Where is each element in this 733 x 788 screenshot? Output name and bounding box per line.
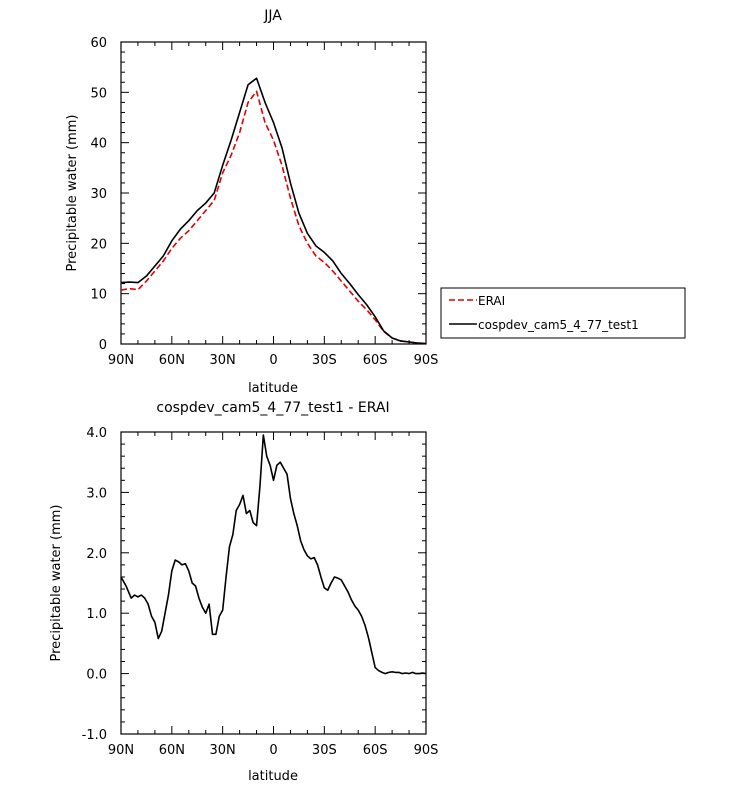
bottom-y-tick-label: 1.0 — [86, 607, 107, 622]
top-y-tick-label: 0 — [99, 338, 107, 353]
bottom-x-tick-label: 60N — [159, 743, 185, 758]
top-x-tick-label: 60S — [363, 353, 388, 368]
bottom-y-tick-label: 4.0 — [86, 426, 107, 441]
top-series-line-cospdev-cam5-4-77-test1 — [120, 77, 427, 345]
bottom-axis-ticks: 90N 60N 30N 0 30S 60S 90S -1.0 0.0 1.0 2.0 3.0 4.0 — [82, 426, 439, 758]
bottom-x-tick-label: 90N — [108, 743, 134, 758]
legend: ERAI cospdev_cam5_4_77_test1 — [440, 287, 686, 339]
top-x-tick-label: 0 — [269, 353, 277, 368]
top-series-line-erai — [120, 90, 427, 345]
top-y-tick-label: 20 — [90, 237, 107, 252]
bottom-x-axis-label: latitude — [248, 769, 298, 784]
top-y-tick-label: 10 — [90, 288, 107, 303]
legend-label-model: cospdev_cam5_4_77_test1 — [478, 318, 639, 332]
bottom-y-axis-label: Precipitable water (mm) — [49, 505, 64, 662]
top-y-tick-label: 60 — [90, 36, 107, 51]
top-x-tick-label: 90N — [108, 353, 134, 368]
top-y-tick-label: 40 — [90, 137, 107, 152]
top-x-tick-label: 30N — [210, 353, 236, 368]
bottom-x-tick-label: 0 — [269, 743, 277, 758]
panel-bottom: cospdev_cam5_4_77_test1 - ERAI 90N 60N 30N… — [49, 400, 438, 784]
top-y-tick-label: 30 — [90, 187, 107, 202]
bottom-y-tick-label: 2.0 — [86, 547, 107, 562]
bottom-y-tick-label: 3.0 — [86, 486, 107, 501]
bottom-x-tick-label: 30N — [210, 743, 236, 758]
top-axis-ticks: 90N 60N 30N 0 30S 60S 90S 0 10 20 30 40 50 60 — [90, 36, 438, 368]
panel-top: JJA 90N 60N 30N 0 30S 60S 90S 0 10 20 30 40 50 60 lat… — [65, 8, 438, 396]
bottom-series-line-0 — [120, 434, 427, 675]
top-chart-title: JJA — [263, 8, 282, 24]
top-x-tick-label: 60N — [159, 353, 185, 368]
bottom-x-tick-label: 30S — [312, 743, 337, 758]
bottom-x-tick-label: 60S — [363, 743, 388, 758]
bottom-series-group — [120, 434, 427, 675]
bottom-y-tick-label: 0.0 — [86, 668, 107, 683]
top-x-axis-label: latitude — [248, 381, 298, 396]
top-series-group — [120, 77, 427, 345]
top-y-axis-label: Precipitable water (mm) — [65, 115, 80, 272]
top-plot-frame — [120, 41, 427, 345]
top-x-tick-label: 30S — [312, 353, 337, 368]
bottom-x-tick-label: 90S — [414, 743, 439, 758]
bottom-chart-title: cospdev_cam5_4_77_test1 - ERAI — [156, 400, 389, 416]
top-x-tick-label: 90S — [414, 353, 439, 368]
legend-label-erai: ERAI — [478, 294, 505, 308]
top-y-tick-label: 50 — [90, 86, 107, 101]
bottom-y-tick-label: -1.0 — [82, 728, 107, 743]
legend-box — [440, 287, 686, 339]
